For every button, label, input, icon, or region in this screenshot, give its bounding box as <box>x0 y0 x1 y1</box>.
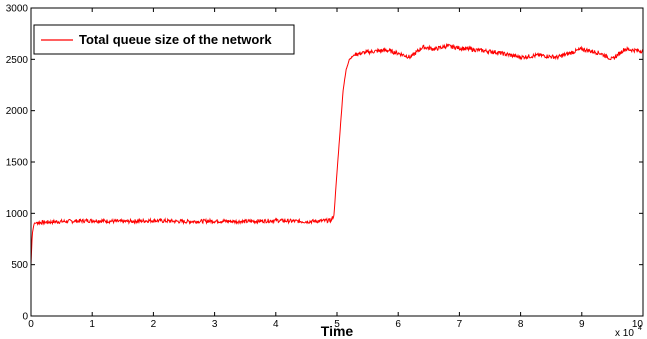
plot-area <box>30 42 644 265</box>
x-tick-label: 6 <box>395 319 401 330</box>
y-axis: 0 500 1000 1500 2000 2500 3000 <box>6 4 643 323</box>
x-axis-label: Time <box>321 323 354 339</box>
y-tick-label: 1500 <box>6 158 29 169</box>
x-tick-label: 1 <box>89 319 95 330</box>
x-tick-label: 10 <box>632 319 644 330</box>
plot-frame <box>30 7 644 317</box>
x-tick-label: 4 <box>273 319 279 330</box>
x-axis-multiplier: x 10 4 <box>615 325 642 339</box>
x-tick-label: 5 <box>334 319 340 330</box>
y-tick-label: 500 <box>11 260 28 271</box>
series-line-total-queue-size <box>30 42 644 265</box>
x-tick-label: 2 <box>151 319 157 330</box>
y-tick-label: 2000 <box>6 106 29 117</box>
y-tick-label: 3000 <box>6 4 29 15</box>
x-multiplier-exponent: 4 <box>638 325 642 332</box>
x-multiplier-base: x 10 <box>615 328 634 339</box>
legend-label: Total queue size of the network <box>79 32 272 47</box>
y-tick-label: 1000 <box>6 209 29 220</box>
x-tick-label: 8 <box>518 319 524 330</box>
x-tick-label: 3 <box>212 319 218 330</box>
x-tick-label: 9 <box>579 319 585 330</box>
legend: Total queue size of the network <box>33 24 295 55</box>
y-tick-label: 2500 <box>6 55 29 66</box>
x-tick-label: 0 <box>28 319 34 330</box>
x-tick-label: 7 <box>457 319 463 330</box>
x-axis: 0 1 2 3 4 5 6 7 8 9 10 <box>28 8 644 330</box>
legend-box <box>33 24 295 55</box>
y-tick-label: 0 <box>22 312 28 323</box>
